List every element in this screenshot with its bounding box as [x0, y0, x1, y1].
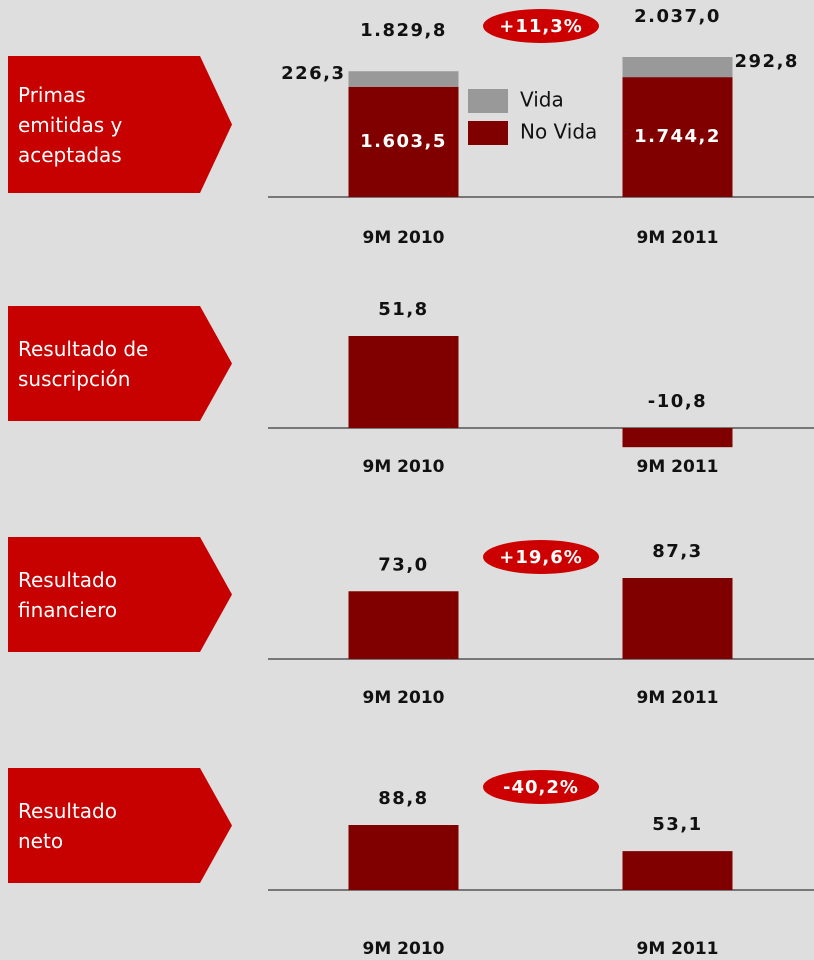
x-tick-label: 9M 2011	[637, 228, 719, 248]
legend-label: No Vida	[520, 120, 597, 144]
value-label: 226,3	[281, 63, 345, 84]
x-tick-label: 9M 2011	[637, 688, 719, 708]
x-tick-label: 9M 2010	[363, 939, 445, 959]
bar	[622, 428, 733, 448]
value-label: 292,8	[735, 51, 799, 72]
value-label: 1.603,5	[360, 131, 447, 152]
panel-title: Resultado neto	[18, 798, 117, 853]
value-label: 88,8	[378, 788, 428, 809]
bar	[622, 578, 733, 659]
bar	[348, 336, 459, 428]
legend-swatch	[468, 89, 508, 113]
x-tick-label: 9M 2010	[363, 228, 445, 248]
title-arrow-box	[8, 306, 232, 421]
value-label: 87,3	[652, 541, 702, 562]
x-tick-label: 9M 2011	[637, 939, 719, 959]
change-badge	[483, 540, 599, 574]
legend-swatch	[468, 121, 508, 145]
bar-segment	[622, 57, 733, 78]
x-tick-label: 9M 2010	[363, 457, 445, 477]
panel-title: Resultado financiero	[18, 567, 118, 622]
value-label: 1.744,2	[634, 126, 721, 147]
change-badge	[483, 9, 599, 43]
bar-segment	[622, 77, 733, 197]
title-arrow-box	[8, 768, 232, 883]
panel-title: Resultado de suscripción	[18, 336, 149, 391]
title-arrow-box	[8, 537, 232, 652]
bar	[348, 825, 459, 890]
change-label: +19,6%	[499, 547, 583, 568]
value-label: 53,1	[652, 814, 702, 835]
value-label: -10,8	[648, 391, 707, 412]
panel-title: Primas emitidas y aceptadas	[18, 82, 123, 167]
change-label: -40,2%	[503, 777, 579, 798]
title-arrow-box	[8, 56, 232, 193]
bar	[622, 851, 733, 890]
bar-segment	[348, 86, 459, 197]
change-badge	[483, 770, 599, 804]
value-label: 73,0	[378, 554, 428, 575]
total-label: 2.037,0	[634, 6, 721, 27]
value-label: 51,8	[378, 299, 428, 320]
x-tick-label: 9M 2011	[637, 457, 719, 477]
bar	[348, 591, 459, 659]
bar-segment	[348, 71, 459, 87]
change-label: +11,3%	[499, 16, 583, 37]
legend-label: Vida	[520, 88, 564, 112]
x-tick-label: 9M 2010	[363, 688, 445, 708]
total-label: 1.829,8	[360, 20, 447, 41]
